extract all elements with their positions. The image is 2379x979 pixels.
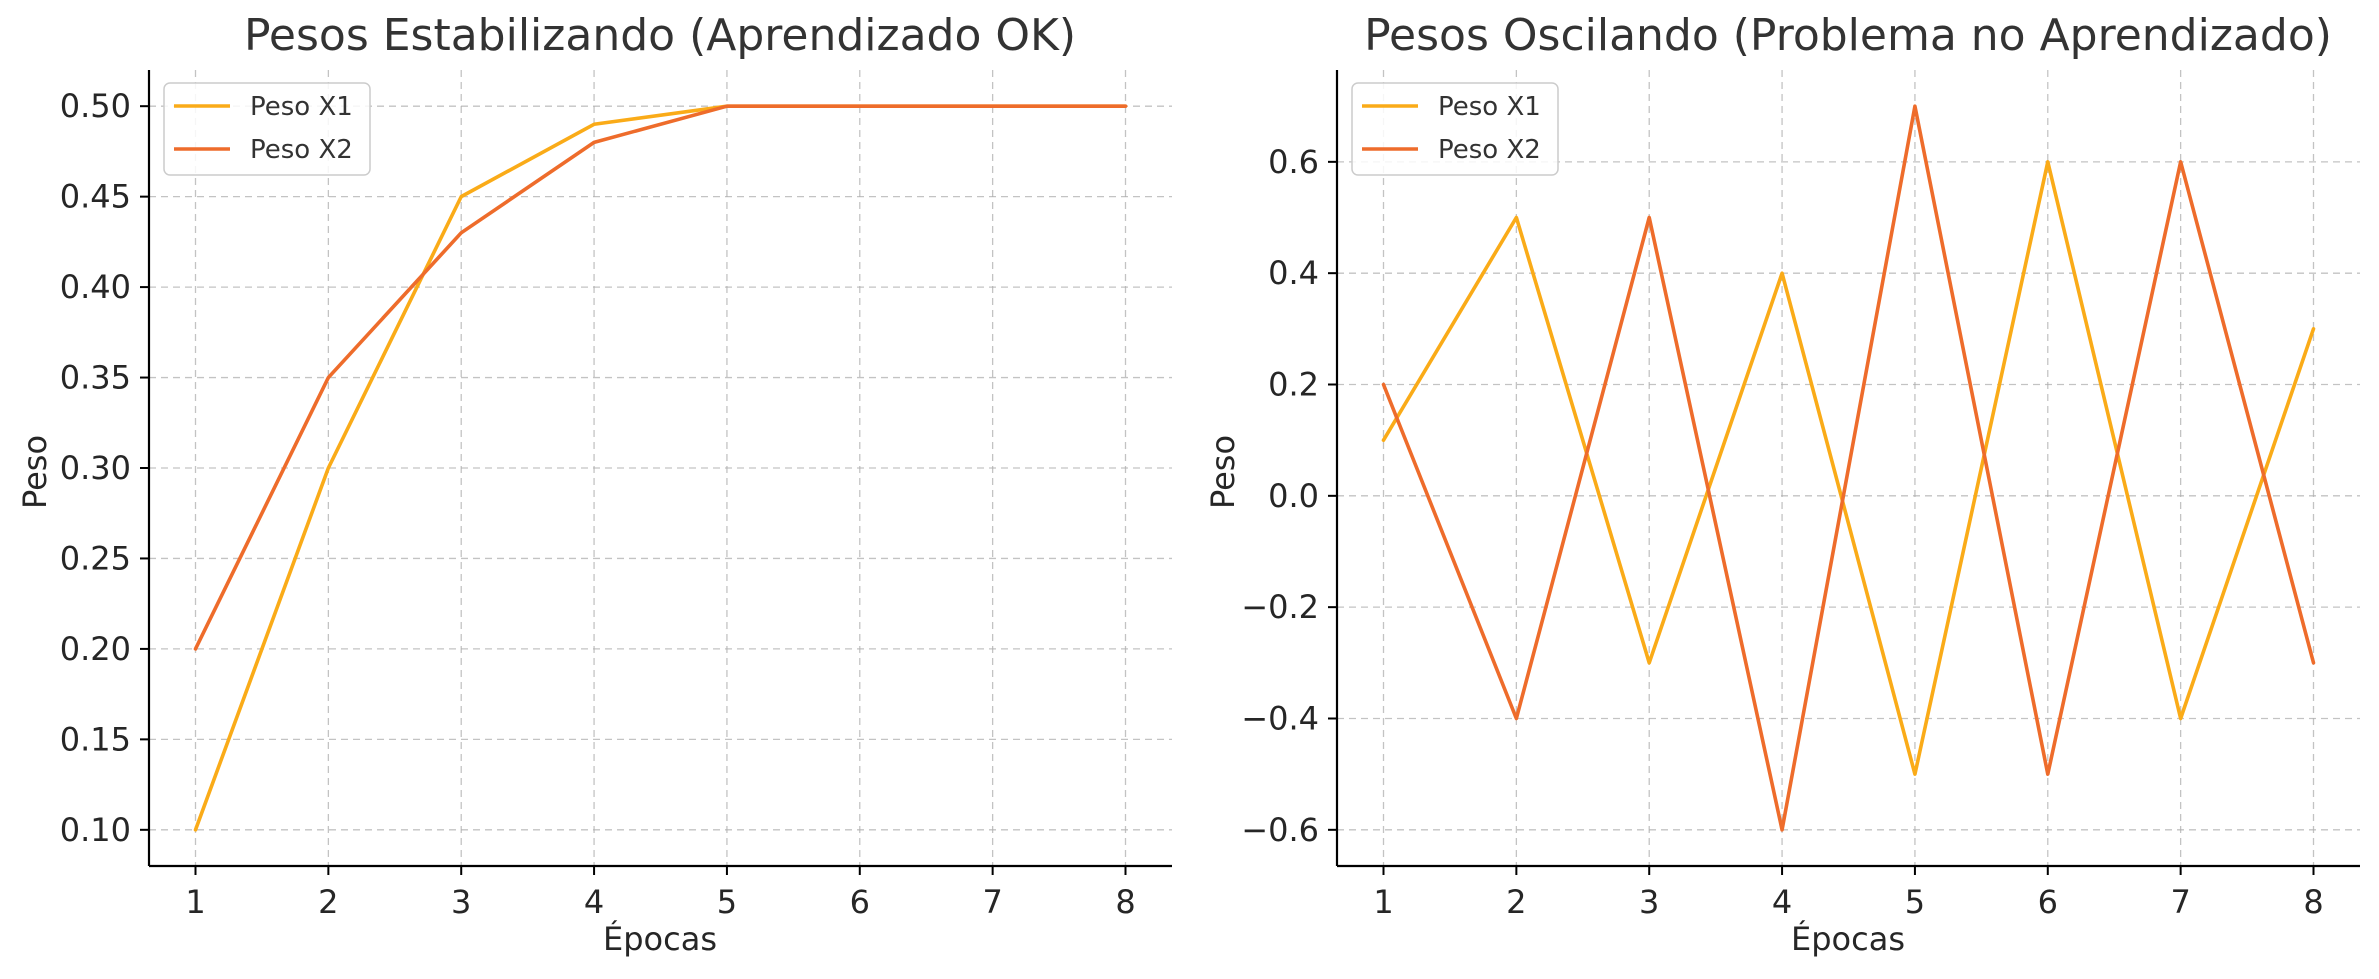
legend-label-peso-x1: Peso X1 [1438,92,1541,122]
axes: 0.10 0.15 0.20 0.25 0.30 0.35 0.40 0.45 0.50 1 2 3 4… [60,70,1172,921]
y-tick-label: 0.4 [1268,254,1319,292]
y-tick-label: 0.35 [60,359,131,397]
x-tick-label: 3 [451,883,471,921]
x-tick-label: 4 [584,883,604,921]
y-tick-label: 0.10 [60,811,131,849]
x-tick-label: 7 [2170,883,2190,921]
y-tick-label: 0.15 [60,720,131,758]
x-tick-label: 6 [850,883,870,921]
y-tick-label: −0.6 [1241,811,1319,849]
chart-title: Pesos Estabilizando (Aprendizado OK) [244,10,1076,61]
legend-label-peso-x2: Peso X2 [250,135,353,165]
x-tick-label: 8 [2303,883,2323,921]
series-line-peso-x1 [1381,160,2316,776]
x-tick-label: 2 [318,883,338,921]
x-tick-label: 2 [1506,883,1526,921]
y-tick-label: 0.45 [60,178,131,216]
chart-title: Pesos Oscilando (Problema no Aprendizado… [1364,10,2332,61]
y-tick-label: 0.25 [60,539,131,577]
grid [1337,70,2360,866]
y-tick-label: 0.2 [1268,366,1319,404]
y-tick-label: 0.40 [60,268,131,306]
y-tick-label: 0.30 [60,449,131,487]
x-tick-label: 3 [1639,883,1659,921]
series-layer [193,104,1128,832]
y-tick-label: −0.4 [1241,699,1319,737]
series-layer [1381,104,2316,832]
series-line-peso-x2 [193,104,1128,651]
x-tick-label: 6 [2038,883,2058,921]
legend-label-peso-x1: Peso X1 [250,92,353,122]
y-axis-label: Peso [16,435,54,509]
y-tick-label: −0.2 [1241,588,1319,626]
x-tick-label: 5 [717,883,737,921]
x-axis-label: Épocas [1791,920,1905,958]
chart-weights-oscillating: Pesos Oscilando (Problema no Aprendizado… [1204,10,2360,958]
x-tick-label: 7 [982,883,1002,921]
chart-weights-stabilizing: Pesos Estabilizando (Aprendizado OK) 0.1… [16,10,1172,958]
y-tick-label: 0.0 [1268,477,1319,515]
grid [149,70,1172,866]
y-tick-label: 0.50 [60,87,131,125]
legend-label-peso-x2: Peso X2 [1438,135,1541,165]
x-axis-label: Épocas [603,920,717,958]
series-line-peso-x2 [1381,104,2316,832]
x-tick-label: 1 [1373,883,1393,921]
x-tick-label: 4 [1772,883,1792,921]
legend: Peso X1 Peso X2 [1351,82,1559,176]
x-tick-label: 5 [1905,883,1925,921]
legend: Peso X1 Peso X2 [163,82,371,176]
x-tick-label: 8 [1115,883,1135,921]
y-tick-label: 0.20 [60,630,131,668]
x-tick-label: 1 [185,883,205,921]
axes: −0.6 −0.4 −0.2 0.0 0.2 0.4 0.6 1 2 3 4 5 6 7 8 [1241,70,2360,921]
y-tick-label: 0.6 [1268,143,1319,181]
y-axis-label: Peso [1204,435,1242,509]
